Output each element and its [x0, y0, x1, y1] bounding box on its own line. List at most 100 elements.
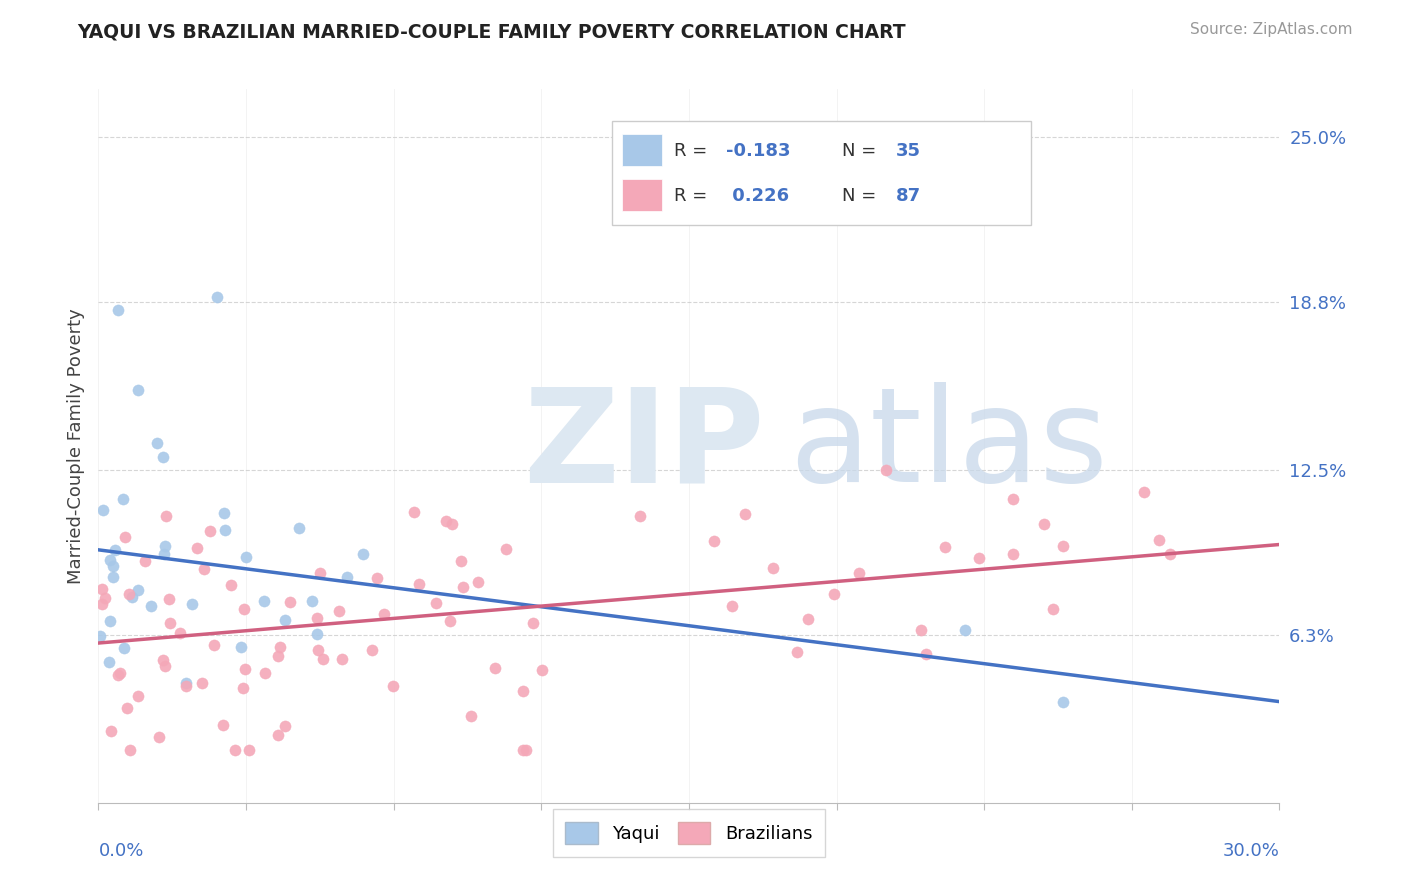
Legend: Yaqui, Brazilians: Yaqui, Brazilians	[553, 809, 825, 856]
Point	[174, 676, 197, 690]
Point	[450, 554, 472, 568]
Point	[287, 521, 309, 535]
Point	[373, 607, 395, 621]
Point	[453, 580, 475, 594]
Point	[1002, 492, 1025, 507]
Point	[91, 503, 114, 517]
Point	[460, 709, 482, 723]
Point	[146, 436, 169, 450]
Point	[328, 604, 350, 618]
Point	[127, 689, 149, 703]
Point	[786, 644, 808, 658]
Point	[253, 593, 276, 607]
Point	[134, 554, 156, 568]
Point	[278, 595, 301, 609]
Point	[253, 666, 276, 681]
Point	[796, 612, 818, 626]
Point	[214, 506, 236, 520]
Text: 0.226: 0.226	[725, 187, 789, 205]
FancyBboxPatch shape	[621, 134, 662, 166]
Point	[100, 553, 122, 567]
Point	[1133, 484, 1156, 499]
Point	[98, 656, 121, 670]
Point	[186, 541, 208, 556]
Point	[152, 653, 174, 667]
FancyBboxPatch shape	[621, 179, 662, 211]
Point	[274, 613, 297, 627]
Point	[128, 582, 150, 597]
Point	[157, 592, 180, 607]
Point	[100, 614, 122, 628]
Point	[169, 625, 191, 640]
Text: N =: N =	[842, 143, 883, 161]
Point	[91, 582, 114, 597]
Point	[114, 530, 136, 544]
Text: 87: 87	[896, 187, 921, 205]
Point	[762, 561, 785, 575]
Point	[402, 504, 425, 518]
Point	[104, 542, 127, 557]
Point	[381, 680, 404, 694]
Point	[515, 742, 537, 756]
Point	[307, 642, 329, 657]
Point	[309, 566, 332, 581]
Point	[361, 642, 384, 657]
Point	[484, 661, 506, 675]
Point	[159, 616, 181, 631]
Point	[330, 652, 353, 666]
Point	[434, 514, 457, 528]
Point	[191, 676, 214, 690]
Text: 30.0%: 30.0%	[1223, 842, 1279, 860]
Point	[1147, 533, 1170, 547]
Point	[111, 491, 134, 506]
Point	[1159, 547, 1181, 561]
Point	[269, 640, 291, 655]
Point	[522, 615, 544, 630]
Point	[108, 666, 131, 681]
Point	[910, 623, 932, 637]
Text: R =: R =	[673, 143, 713, 161]
Point	[267, 649, 290, 664]
Point	[212, 718, 235, 732]
Point	[235, 549, 257, 564]
Point	[139, 599, 162, 614]
Point	[193, 562, 215, 576]
Point	[439, 614, 461, 628]
Point	[823, 587, 845, 601]
Point	[180, 598, 202, 612]
Point	[512, 742, 534, 756]
Point	[512, 684, 534, 698]
Text: R =: R =	[673, 187, 713, 205]
Point	[495, 541, 517, 556]
Point	[155, 508, 177, 523]
Point	[366, 571, 388, 585]
Point	[953, 623, 976, 637]
Text: YAQUI VS BRAZILIAN MARRIED-COUPLE FAMILY POVERTY CORRELATION CHART: YAQUI VS BRAZILIAN MARRIED-COUPLE FAMILY…	[77, 22, 905, 41]
Text: -0.183: -0.183	[725, 143, 790, 161]
Point	[440, 517, 463, 532]
Point	[301, 594, 323, 608]
Point	[848, 566, 870, 581]
Point	[1052, 695, 1074, 709]
Point	[155, 539, 177, 553]
Point	[628, 508, 651, 523]
Point	[117, 701, 139, 715]
Point	[89, 629, 111, 643]
Point	[425, 596, 447, 610]
Point	[267, 728, 290, 742]
Point	[703, 533, 725, 548]
Point	[1002, 547, 1025, 561]
FancyBboxPatch shape	[612, 121, 1032, 225]
Text: Source: ZipAtlas.com: Source: ZipAtlas.com	[1189, 22, 1353, 37]
Point	[232, 602, 254, 616]
Point	[205, 290, 228, 304]
Point	[118, 587, 141, 601]
Point	[153, 659, 176, 673]
Point	[152, 450, 174, 465]
Point	[107, 668, 129, 682]
Point	[312, 651, 335, 665]
Point	[734, 508, 756, 522]
Point	[274, 719, 297, 733]
Point	[934, 541, 956, 555]
Point	[118, 742, 141, 756]
